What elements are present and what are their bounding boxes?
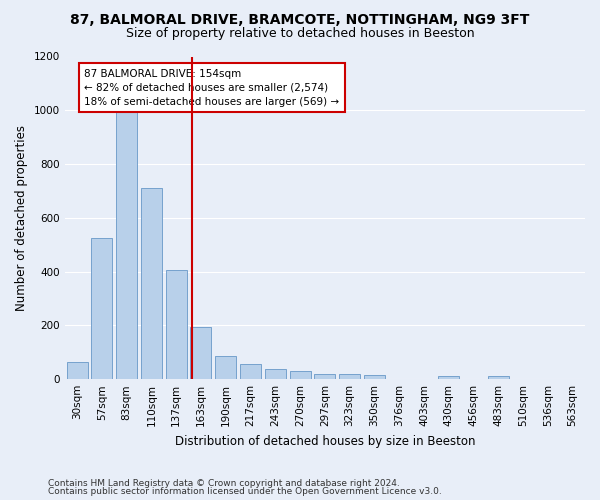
Y-axis label: Number of detached properties: Number of detached properties [15, 125, 28, 311]
Bar [215, 356, 236, 379]
Bar [91, 238, 112, 379]
Bar [488, 376, 509, 379]
Text: Contains HM Land Registry data © Crown copyright and database right 2024.: Contains HM Land Registry data © Crown c… [48, 478, 400, 488]
Bar [438, 376, 459, 379]
Bar [141, 188, 162, 379]
Bar [265, 369, 286, 379]
Bar [116, 110, 137, 379]
Bar [290, 371, 311, 379]
Text: Size of property relative to detached houses in Beeston: Size of property relative to detached ho… [125, 28, 475, 40]
Bar [67, 362, 88, 379]
Bar [364, 375, 385, 379]
Text: Contains public sector information licensed under the Open Government Licence v3: Contains public sector information licen… [48, 487, 442, 496]
Text: 87 BALMORAL DRIVE: 154sqm
← 82% of detached houses are smaller (2,574)
18% of se: 87 BALMORAL DRIVE: 154sqm ← 82% of detac… [85, 68, 340, 106]
X-axis label: Distribution of detached houses by size in Beeston: Distribution of detached houses by size … [175, 434, 475, 448]
Bar [240, 364, 261, 379]
Text: 87, BALMORAL DRIVE, BRAMCOTE, NOTTINGHAM, NG9 3FT: 87, BALMORAL DRIVE, BRAMCOTE, NOTTINGHAM… [70, 12, 530, 26]
Bar [314, 374, 335, 379]
Bar [190, 326, 211, 379]
Bar [166, 270, 187, 379]
Bar [339, 374, 360, 379]
